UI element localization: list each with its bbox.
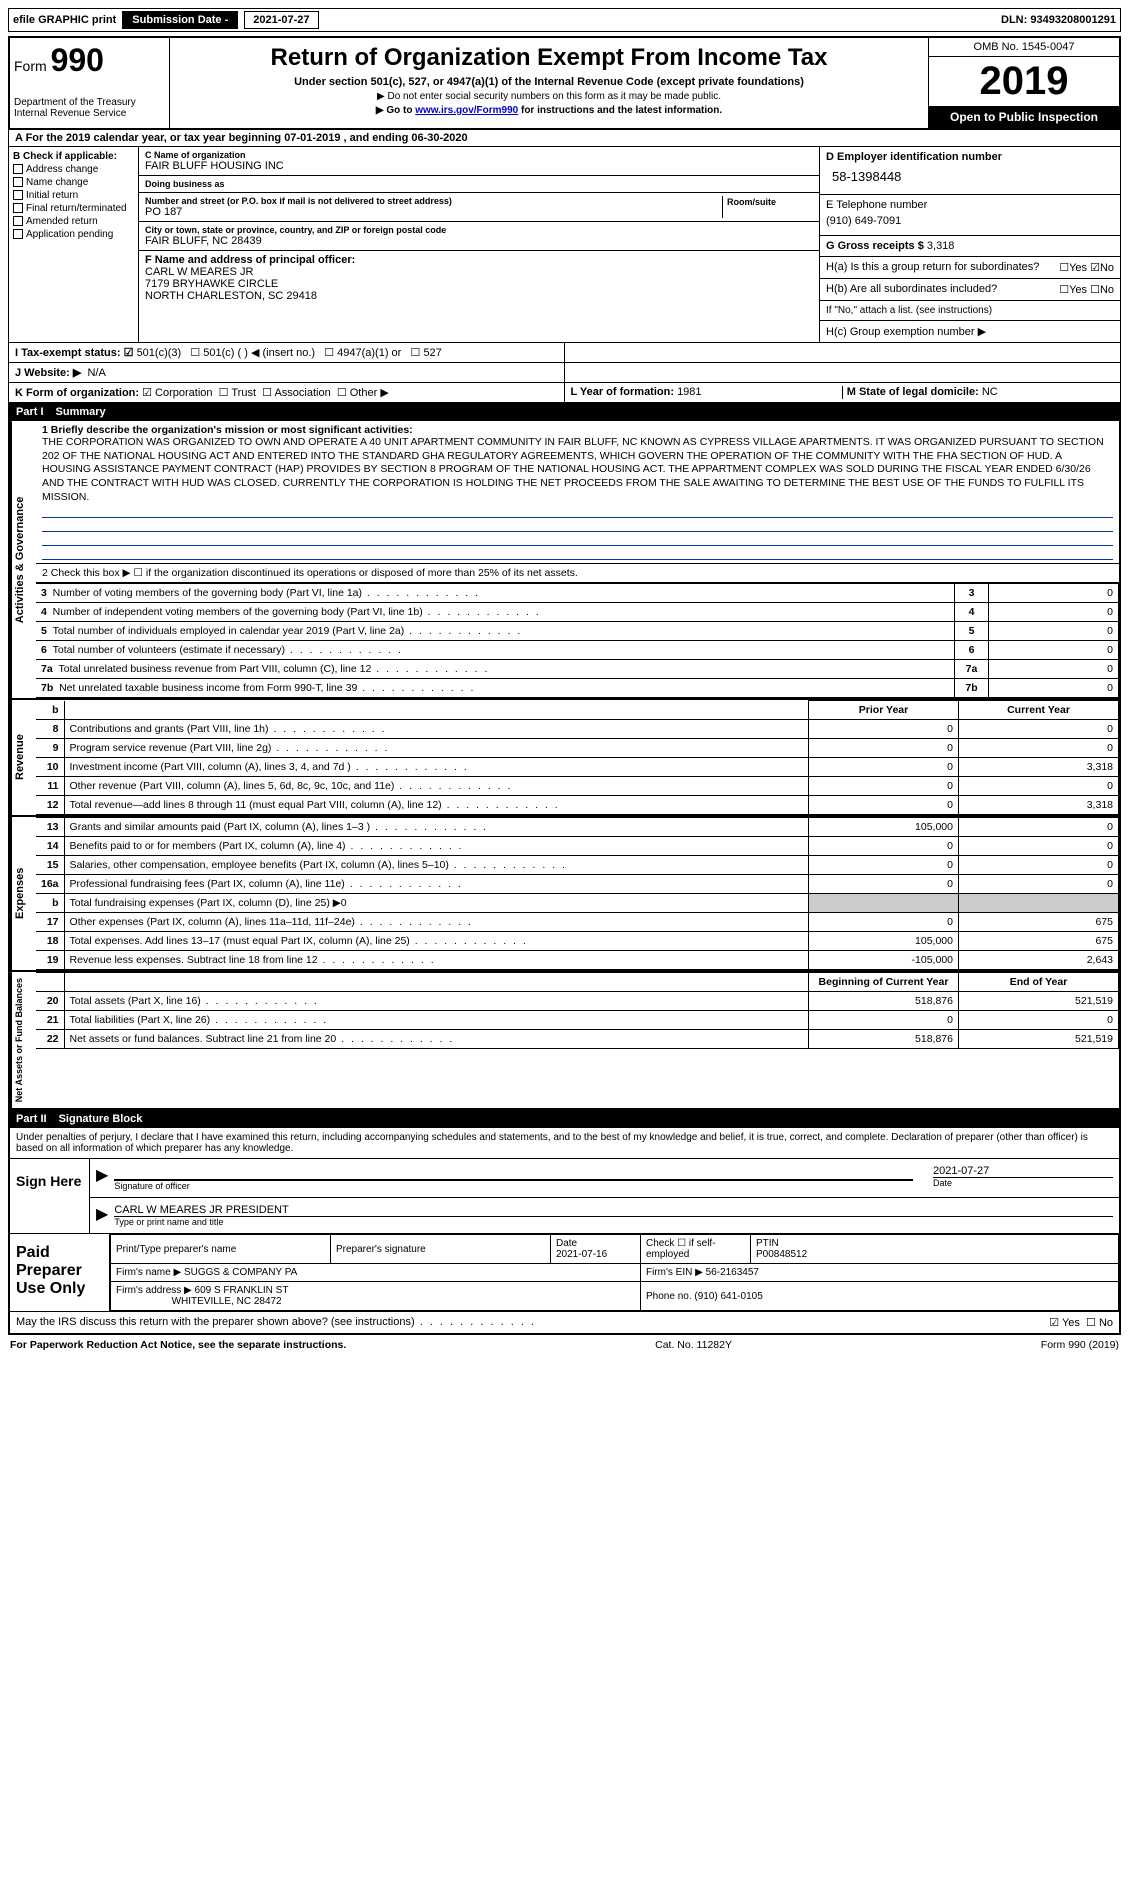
hb-label: H(b) Are all subordinates included? [826,283,1059,296]
gross-value: 3,318 [927,240,955,252]
sig-date: 2021-07-27 [933,1165,1113,1177]
arrow-icon: ▶ [96,1165,108,1191]
ssn-note: ▶ Do not enter social security numbers o… [176,91,922,102]
check-initial[interactable]: Initial return [13,190,134,201]
form-title: Return of Organization Exempt From Incom… [176,44,922,72]
discuss-row: May the IRS discuss this return with the… [10,1311,1119,1333]
ha-label: H(a) Is this a group return for subordin… [826,261,1059,274]
addr-label: Number and street (or P.O. box if mail i… [145,196,712,206]
check-pending[interactable]: Application pending [13,229,134,240]
arrow-icon: ▶ [96,1204,108,1227]
form-number: Form 990 [14,42,165,79]
check-name[interactable]: Name change [13,177,134,188]
ha-answer: ☐Yes ☑No [1059,261,1114,274]
k-row: K Form of organization: ☑ Corporation ☐ … [9,383,565,402]
part1-header: Part ISummary [8,403,1121,421]
hb-note: If "No," attach a list. (see instruction… [820,301,1120,321]
info-grid: B Check if applicable: Address change Na… [8,147,1121,343]
sig-date-label: Date [933,1178,1113,1188]
submission-date-value: 2021-07-27 [244,11,318,29]
sign-here-label: Sign Here [10,1159,90,1233]
paid-preparer-label: Paid Preparer Use Only [10,1234,110,1311]
check-header: B Check if applicable: [13,151,134,162]
room-label: Room/suite [727,197,776,207]
hc-label: H(c) Group exemption number ▶ [820,321,1120,342]
open-inspection-badge: Open to Public Inspection [929,106,1119,128]
tax-exempt-row: I Tax-exempt status: ☑ 501(c)(3) ☐ 501(c… [9,343,565,362]
officer-addr1: 7179 BRYHAWKE CIRCLE [145,278,813,290]
check-final[interactable]: Final return/terminated [13,203,134,214]
org-name-label: C Name of organization [145,150,807,160]
footer: For Paperwork Reduction Act Notice, see … [8,1335,1121,1355]
sig-officer-label: Signature of officer [114,1181,913,1191]
website-note: ▶ Go to www.irs.gov/Form990 for instruct… [176,105,922,116]
dba-label: Doing business as [145,179,807,189]
ein-value: 58-1398448 [826,163,1114,190]
m-state: M State of legal domicile: NC [843,386,1114,399]
city-label: City or town, state or province, country… [145,225,807,235]
expenses-table: 13Grants and similar amounts paid (Part … [36,817,1119,970]
org-city: FAIR BLUFF, NC 28439 [145,235,813,247]
l-year: L Year of formation: 1981 [571,386,843,399]
check-amended[interactable]: Amended return [13,216,134,227]
q2-line: 2 Check this box ▶ ☐ if the organization… [36,564,1119,583]
gross-label: G Gross receipts $ [826,240,927,252]
revenue-table: bPrior YearCurrent Year 8Contributions a… [36,700,1119,815]
omb-number: OMB No. 1545-0047 [929,38,1119,57]
check-column: B Check if applicable: Address change Na… [9,147,139,342]
form-subtitle: Under section 501(c), 527, or 4947(a)(1)… [176,76,922,88]
vert-expenses: Expenses [10,817,36,970]
top-bar: efile GRAPHIC print Submission Date - 20… [8,8,1121,32]
dln-value: DLN: 93493208001291 [1001,14,1116,26]
vert-netassets: Net Assets or Fund Balances [10,972,36,1108]
check-address[interactable]: Address change [13,164,134,175]
vert-revenue: Revenue [10,700,36,815]
summary-table: 3 Number of voting members of the govern… [36,583,1119,698]
officer-label: F Name and address of principal officer: [145,254,813,266]
tax-year: 2019 [929,57,1119,106]
sig-intro: Under penalties of perjury, I declare th… [10,1128,1119,1159]
phone-label: E Telephone number [826,199,1114,211]
ein-label: D Employer identification number [826,151,1114,163]
org-address: PO 187 [145,206,718,218]
phone-value: (910) 649-7091 [826,211,1114,231]
officer-addr2: NORTH CHARLESTON, SC 29418 [145,290,813,302]
submission-date-label: Submission Date - [122,11,238,29]
irs-link[interactable]: www.irs.gov/Form990 [415,105,518,116]
website-row: J Website: ▶ N/A [9,363,565,382]
hb-answer: ☐Yes ☐No [1059,283,1114,296]
calendar-year-line: A For the 2019 calendar year, or tax yea… [8,130,1121,147]
department-label: Department of the Treasury Internal Reve… [14,97,165,119]
sig-name-sub: Type or print name and title [114,1217,1113,1227]
sig-name: CARL W MEARES JR PRESIDENT [114,1204,1113,1216]
preparer-table: Print/Type preparer's name Preparer's si… [110,1234,1119,1311]
officer-name: CARL W MEARES JR [145,266,813,278]
form-header: Form 990 Department of the Treasury Inte… [8,36,1121,130]
q1-label: 1 Briefly describe the organization's mi… [42,424,1113,436]
efile-label: efile GRAPHIC print [13,14,116,26]
vert-governance: Activities & Governance [10,421,36,698]
netassets-table: Beginning of Current YearEnd of Year 20T… [36,972,1119,1049]
right-info-column: D Employer identification number 58-1398… [820,147,1120,342]
org-name: FAIR BLUFF HOUSING INC [145,160,813,172]
part2-header: Part IISignature Block [8,1110,1121,1128]
org-column: C Name of organization FAIR BLUFF HOUSIN… [139,147,820,342]
mission-text: THE CORPORATION WAS ORGANIZED TO OWN AND… [42,436,1113,504]
